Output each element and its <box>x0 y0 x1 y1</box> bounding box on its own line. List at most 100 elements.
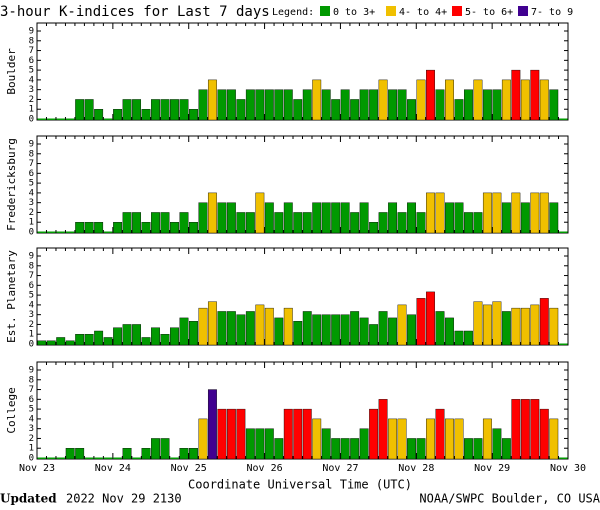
y-tick-label: 6 <box>29 169 34 179</box>
panel-label: Est. Planetary <box>5 250 18 343</box>
bar <box>217 311 227 346</box>
bar <box>340 89 350 121</box>
chart-title: 3-hour K-indices for Last 7 days <box>0 4 270 20</box>
y-tick-label: 0 <box>29 228 34 238</box>
bar <box>359 317 369 346</box>
bar <box>37 340 47 346</box>
bar <box>236 212 246 234</box>
bar <box>283 202 293 234</box>
bar <box>255 89 265 121</box>
bar <box>46 457 56 459</box>
bar <box>170 327 179 346</box>
bar <box>84 99 94 121</box>
y-tick-label: 1 <box>29 218 34 228</box>
bar <box>103 231 113 233</box>
bar <box>198 202 208 234</box>
bar <box>293 321 303 346</box>
bar <box>293 212 303 234</box>
bar <box>549 307 559 346</box>
bar <box>549 418 559 460</box>
bar <box>113 327 123 346</box>
bar <box>65 231 75 233</box>
y-tick-label: 4 <box>29 75 34 85</box>
bar <box>340 202 350 234</box>
bar <box>46 340 56 346</box>
bar <box>530 69 540 121</box>
bar <box>226 408 236 460</box>
bar <box>141 222 151 234</box>
bar <box>369 89 379 121</box>
bar <box>520 307 530 346</box>
bar <box>539 79 549 121</box>
bar <box>65 118 75 120</box>
bar <box>37 118 46 120</box>
legend-label: 7- to 9 <box>531 7 573 18</box>
bar <box>454 418 464 460</box>
bar <box>501 202 511 234</box>
y-tick-label: 8 <box>29 36 34 46</box>
y-tick-label: 6 <box>29 395 34 405</box>
x-tick-label: Nov 23 <box>19 463 55 474</box>
bar <box>473 212 483 234</box>
bar <box>426 192 435 234</box>
bar <box>463 212 473 234</box>
bar <box>331 438 341 460</box>
bar <box>435 311 445 346</box>
bar <box>369 408 379 460</box>
bar <box>549 202 559 234</box>
bar <box>359 428 369 460</box>
bar <box>122 99 132 121</box>
bar <box>160 334 170 346</box>
bar <box>359 89 369 121</box>
y-tick-label: 1 <box>29 444 34 454</box>
bar <box>264 202 274 234</box>
bar <box>37 231 46 233</box>
y-tick-label: 9 <box>29 27 34 37</box>
legend-label: 4- to 4+ <box>399 7 447 18</box>
bar <box>501 79 511 121</box>
bar <box>530 304 540 346</box>
bar <box>454 99 464 121</box>
bar <box>207 301 217 346</box>
bar <box>369 324 379 346</box>
bar <box>189 321 198 346</box>
bar <box>170 457 179 459</box>
bar <box>416 212 426 234</box>
bar <box>445 202 454 234</box>
x-tick-label: Nov 28 <box>398 463 434 474</box>
panel-label: Boulder <box>5 48 18 95</box>
bar <box>501 438 511 460</box>
bar <box>56 337 66 346</box>
bar <box>321 89 331 121</box>
y-tick-label: 8 <box>29 149 34 159</box>
y-tick-label: 4 <box>29 414 34 424</box>
bar <box>559 457 568 459</box>
bar <box>293 408 303 460</box>
bar <box>132 457 141 459</box>
y-tick-label: 2 <box>29 434 34 444</box>
bar <box>198 418 208 460</box>
bar <box>511 69 521 121</box>
y-tick-label: 5 <box>29 66 34 76</box>
y-tick-label: 9 <box>29 140 34 150</box>
bar <box>94 222 104 234</box>
bar <box>492 192 502 234</box>
bar <box>407 99 416 121</box>
bar <box>170 99 179 121</box>
bar <box>388 202 398 234</box>
bar <box>435 192 445 234</box>
bar <box>264 428 274 460</box>
y-tick-label: 6 <box>29 281 34 291</box>
bar <box>407 438 416 460</box>
bar <box>151 212 160 234</box>
bar <box>236 314 246 346</box>
bar <box>65 340 75 346</box>
bar <box>321 314 331 346</box>
bar <box>151 99 160 121</box>
legend-swatch <box>452 6 462 16</box>
bar <box>122 324 132 346</box>
bar <box>312 314 322 346</box>
legend-swatch <box>320 6 330 16</box>
bar <box>198 307 208 346</box>
